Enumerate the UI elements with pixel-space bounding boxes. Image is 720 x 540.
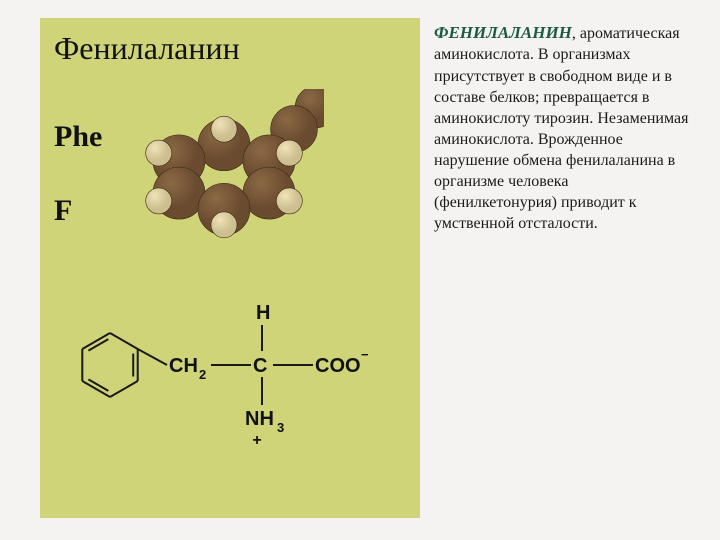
three-letter-code: Phe: [54, 120, 102, 154]
svg-text:C: C: [253, 355, 267, 377]
structural-formula: CH2CHCOO−NH3+: [54, 277, 406, 447]
svg-text:NH: NH: [245, 408, 274, 430]
term-highlight: ФЕНИЛАЛАНИН: [434, 23, 572, 42]
svg-text:COO: COO: [315, 355, 361, 377]
compound-title: Фенилаланин: [54, 30, 406, 67]
svg-text:2: 2: [199, 367, 206, 382]
molecule-3d-model: [114, 89, 324, 259]
svg-text:H: H: [256, 302, 270, 324]
description-text: ФЕНИЛАЛАНИН, ароматическая аминокислота.…: [420, 0, 720, 540]
svg-text:3: 3: [277, 420, 284, 435]
one-letter-code: F: [54, 194, 102, 228]
codes-and-model-row: Phe F: [54, 89, 406, 259]
svg-text:CH: CH: [169, 355, 198, 377]
description-paragraph: ФЕНИЛАЛАНИН, ароматическая аминокислота.…: [434, 22, 690, 234]
svg-text:−: −: [361, 347, 369, 362]
svg-text:+: +: [252, 432, 261, 447]
description-body: , ароматическая аминокислота. В организм…: [434, 25, 688, 232]
chemistry-card: Фенилаланин Phe F CH2CHCOO−NH3+: [40, 18, 420, 518]
amino-codes: Phe F: [54, 120, 102, 228]
